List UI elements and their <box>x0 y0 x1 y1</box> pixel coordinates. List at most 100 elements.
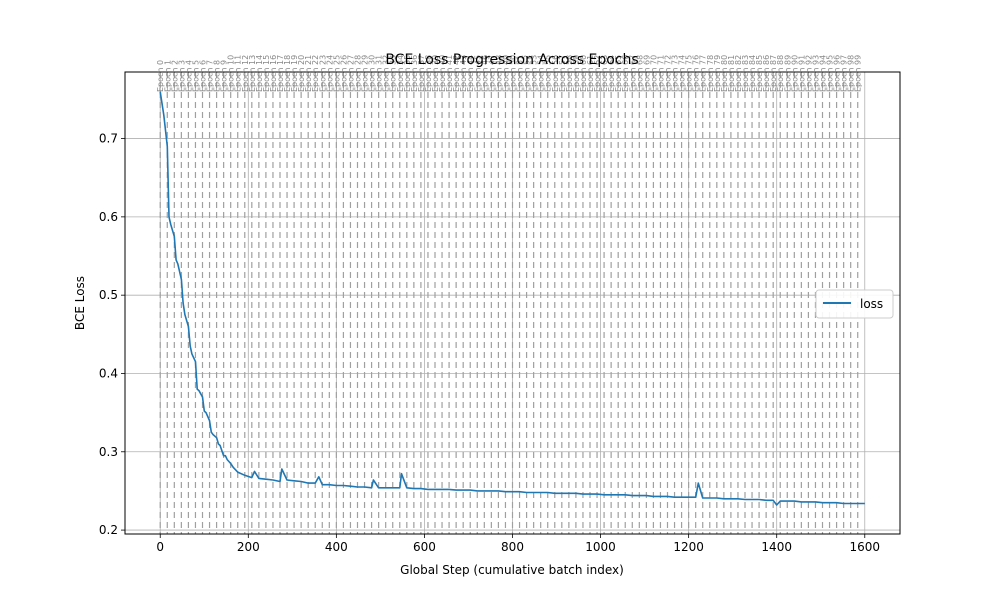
x-tick-label: 1200 <box>673 540 704 554</box>
epoch-marker-label: Epoch 34 <box>396 55 405 92</box>
epoch-marker-label: Epoch 21 <box>304 55 313 92</box>
epoch-marker-label: Epoch 24 <box>325 55 334 92</box>
epoch-marker-label: Epoch 69 <box>642 55 651 92</box>
epoch-marker-label: Epoch 8 <box>213 60 222 92</box>
epoch-marker-label: Epoch 13 <box>248 55 257 92</box>
epoch-marker-label: Epoch 19 <box>290 55 299 92</box>
epoch-marker-label: Epoch 48 <box>494 55 503 92</box>
epoch-marker-label: Epoch 4 <box>184 60 193 92</box>
x-tick-label: 0 <box>156 540 164 554</box>
epoch-marker-label: Epoch 79 <box>713 55 722 92</box>
epoch-marker-label: Epoch 7 <box>206 60 215 92</box>
epoch-marker-label: Epoch 26 <box>339 55 348 92</box>
chart-title: BCE Loss Progression Across Epochs <box>385 52 638 68</box>
epoch-marker-label: Epoch 51 <box>516 55 525 92</box>
epoch-marker-label: Epoch 65 <box>614 55 623 92</box>
epoch-marker-label: Epoch 90 <box>790 55 799 92</box>
x-tick-label: 200 <box>237 540 260 554</box>
epoch-marker-label: Epoch 44 <box>466 55 475 92</box>
y-tick-label: 0.5 <box>99 288 118 302</box>
epoch-marker-label: Epoch 91 <box>797 55 806 92</box>
epoch-marker-label: Epoch 81 <box>727 55 736 92</box>
epoch-marker-label: Epoch 2 <box>170 60 179 92</box>
epoch-marker-label: Epoch 33 <box>389 55 398 92</box>
x-tick-label: 1600 <box>849 540 880 554</box>
epoch-marker-label: Epoch 55 <box>544 55 553 92</box>
epoch-marker-label: Epoch 80 <box>720 55 729 92</box>
epoch-marker-label: Epoch 88 <box>776 55 785 92</box>
x-tick-label: 1000 <box>585 540 616 554</box>
epoch-marker-label: Epoch 73 <box>671 55 680 92</box>
epoch-marker-label: Epoch 20 <box>297 55 306 92</box>
epoch-marker-label: Epoch 66 <box>621 55 630 92</box>
series-line-loss <box>159 91 865 506</box>
epoch-marker-label: Epoch 95 <box>826 55 835 92</box>
epoch-marker-label: Epoch 3 <box>177 60 186 92</box>
x-tick-label: 800 <box>501 540 524 554</box>
y-axis-label: BCE Loss <box>73 276 87 330</box>
epoch-marker-label: Epoch 39 <box>431 55 440 92</box>
epoch-marker-label: Epoch 74 <box>678 55 687 92</box>
epoch-marker-label: Epoch 70 <box>649 55 658 92</box>
epoch-marker-label: Epoch 28 <box>354 55 363 92</box>
epoch-marker-label: Epoch 40 <box>438 55 447 92</box>
legend: loss <box>815 289 894 319</box>
epoch-marker-label: Epoch 97 <box>840 55 849 92</box>
epoch-marker-label: Epoch 64 <box>607 55 616 92</box>
epoch-marker-label: Epoch 83 <box>741 55 750 92</box>
epoch-marker-label: Epoch 32 <box>382 55 391 92</box>
axis-ticks: 0 200 400 600 800 1000 1200 1400 1600 0.2 0.3 0.4 0.… <box>99 132 880 554</box>
epoch-marker-label: Epoch 11 <box>234 55 243 92</box>
x-tick-label: 400 <box>325 540 348 554</box>
epoch-marker-label: Epoch 96 <box>833 55 842 92</box>
epoch-marker-label: Epoch 36 <box>410 55 419 92</box>
epoch-marker-label: Epoch 22 <box>311 55 320 92</box>
epoch-marker-label: Epoch 10 <box>227 55 236 92</box>
epoch-marker-label: Epoch 60 <box>579 55 588 92</box>
epoch-marker-label: Epoch 25 <box>332 55 341 92</box>
y-tick-label: 0.3 <box>99 445 118 459</box>
epoch-marker-label: Epoch 38 <box>424 55 433 92</box>
y-tick-label: 0.7 <box>99 132 118 146</box>
epoch-marker-label: Epoch 76 <box>692 55 701 92</box>
epoch-marker-label: Epoch 59 <box>572 55 581 92</box>
epoch-marker-label: Epoch 99 <box>854 55 863 92</box>
x-tick-label: 1400 <box>761 540 792 554</box>
epoch-marker-label: Epoch 46 <box>480 55 489 92</box>
epoch-marker-label: Epoch 94 <box>819 55 828 92</box>
epoch-marker-label: Epoch 67 <box>628 55 637 92</box>
x-tick-label: 600 <box>413 540 436 554</box>
epoch-marker-label: Epoch 42 <box>452 55 461 92</box>
epoch-marker-label: Epoch 89 <box>783 55 792 92</box>
epoch-marker-label: Epoch 86 <box>762 55 771 92</box>
epoch-marker-label: Epoch 56 <box>551 55 560 92</box>
epoch-marker-label: Epoch 47 <box>487 55 496 92</box>
epoch-marker-label: Epoch 18 <box>283 55 292 92</box>
epoch-marker-label: Epoch 49 <box>501 55 510 92</box>
epoch-marker-label: Epoch 82 <box>734 55 743 92</box>
epoch-marker-label: Epoch 50 <box>509 55 518 92</box>
y-tick-label: 0.6 <box>99 210 118 224</box>
y-tick-label: 0.4 <box>99 366 118 380</box>
epoch-marker-label: Epoch 53 <box>530 55 539 92</box>
epoch-marker-label: Epoch 15 <box>262 55 271 92</box>
epoch-marker-label: Epoch 23 <box>318 55 327 92</box>
epoch-marker-label: Epoch 16 <box>269 55 278 92</box>
epoch-marker-label: Epoch 92 <box>804 55 813 92</box>
x-axis-label: Global Step (cumulative batch index) <box>400 563 624 577</box>
epoch-marker-label: Epoch 9 <box>220 60 229 92</box>
epoch-marker-label: Epoch 87 <box>769 55 778 92</box>
epoch-marker-label: Epoch 14 <box>255 55 264 92</box>
epoch-marker-label: Epoch 71 <box>656 55 665 92</box>
epoch-marker-label: Epoch 37 <box>417 55 426 92</box>
legend-box <box>815 289 894 319</box>
epoch-marker-label: Epoch 30 <box>368 55 377 92</box>
epoch-marker-label: Epoch 77 <box>699 55 708 92</box>
epoch-marker-label: Epoch 41 <box>445 55 454 92</box>
epoch-marker-label: Epoch 5 <box>191 60 200 92</box>
epoch-marker-label: Epoch 35 <box>403 55 412 92</box>
epoch-marker-label: Epoch 52 <box>523 55 532 92</box>
epoch-marker-label: Epoch 93 <box>811 55 820 92</box>
